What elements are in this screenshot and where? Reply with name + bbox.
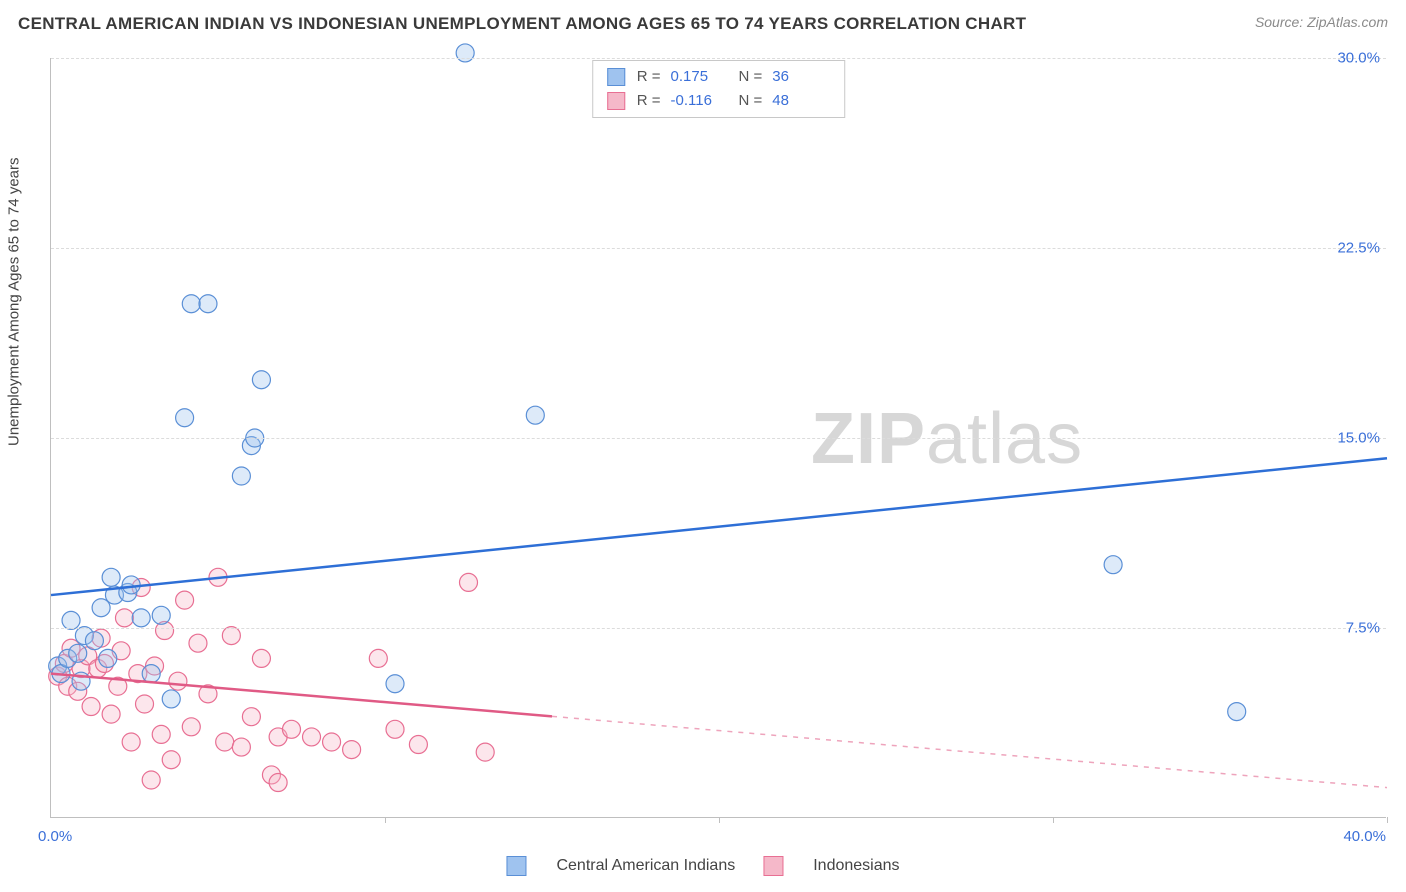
swatch-series-a-icon xyxy=(607,68,625,86)
scatter-point xyxy=(132,609,150,627)
scatter-point xyxy=(232,467,250,485)
r-label-b: R = xyxy=(637,89,661,113)
scatter-point xyxy=(476,743,494,761)
scatter-point xyxy=(386,720,404,738)
y-tick-label: 15.0% xyxy=(1337,430,1380,447)
source-attribution: Source: ZipAtlas.com xyxy=(1255,14,1388,30)
legend-swatch-b-icon xyxy=(763,856,783,876)
plot-area: ZIPatlas R = 0.175 N = 36 R = -0.116 N =… xyxy=(50,58,1386,818)
y-tick-label: 30.0% xyxy=(1337,50,1380,67)
scatter-point xyxy=(169,672,187,690)
scatter-point xyxy=(199,295,217,313)
scatter-point xyxy=(62,611,80,629)
r-label-a: R = xyxy=(637,65,661,89)
scatter-point xyxy=(282,720,300,738)
x-max-label: 40.0% xyxy=(1343,828,1386,845)
scatter-point xyxy=(1104,556,1122,574)
scatter-point xyxy=(99,649,117,667)
gridline xyxy=(51,438,1386,439)
scatter-point xyxy=(102,568,120,586)
y-tick-label: 22.5% xyxy=(1337,240,1380,257)
scatter-point xyxy=(252,649,270,667)
x-tick xyxy=(1053,817,1054,823)
scatter-point xyxy=(115,609,133,627)
n-value-a: 36 xyxy=(772,65,830,89)
trend-line-solid xyxy=(51,458,1387,595)
gridline xyxy=(51,248,1386,249)
scatter-point xyxy=(152,606,170,624)
swatch-series-b-icon xyxy=(607,92,625,110)
scatter-point xyxy=(82,698,100,716)
scatter-point xyxy=(252,371,270,389)
y-axis-title: Unemployment Among Ages 65 to 74 years xyxy=(6,157,23,446)
r-value-a: 0.175 xyxy=(671,65,729,89)
scatter-point xyxy=(162,751,180,769)
scatter-point xyxy=(176,409,194,427)
n-label-a: N = xyxy=(739,65,763,89)
legend-swatch-a-icon xyxy=(506,856,526,876)
r-value-b: -0.116 xyxy=(671,89,729,113)
scatter-point xyxy=(369,649,387,667)
scatter-point xyxy=(232,738,250,756)
scatter-point xyxy=(182,718,200,736)
scatter-point xyxy=(242,708,260,726)
x-origin-label: 0.0% xyxy=(38,828,72,845)
scatter-point xyxy=(189,634,207,652)
scatter-point xyxy=(122,576,140,594)
scatter-point xyxy=(222,627,240,645)
trend-line-dashed xyxy=(552,716,1387,787)
n-label-b: N = xyxy=(739,89,763,113)
scatter-point xyxy=(460,573,478,591)
x-tick xyxy=(385,817,386,823)
n-value-b: 48 xyxy=(772,89,830,113)
scatter-point xyxy=(386,675,404,693)
scatter-point xyxy=(526,406,544,424)
scatter-point xyxy=(85,632,103,650)
scatter-point xyxy=(269,774,287,792)
scatter-point xyxy=(182,295,200,313)
chart-title: CENTRAL AMERICAN INDIAN VS INDONESIAN UN… xyxy=(18,14,1026,34)
scatter-point xyxy=(136,695,154,713)
legend-label-a: Central American Indians xyxy=(556,857,735,875)
scatter-point xyxy=(1228,703,1246,721)
gridline xyxy=(51,58,1386,59)
legend-label-b: Indonesians xyxy=(813,857,899,875)
stats-row-a: R = 0.175 N = 36 xyxy=(607,65,831,89)
scatter-point xyxy=(162,690,180,708)
x-tick xyxy=(719,817,720,823)
scatter-point xyxy=(102,705,120,723)
x-tick xyxy=(1387,817,1388,823)
scatter-point xyxy=(216,733,234,751)
y-tick-label: 7.5% xyxy=(1346,620,1380,637)
scatter-point xyxy=(409,736,427,754)
scatter-point xyxy=(343,741,361,759)
scatter-point xyxy=(303,728,321,746)
bottom-legend: Central American Indians Indonesians xyxy=(506,856,899,876)
scatter-point xyxy=(69,644,87,662)
trend-line-solid xyxy=(51,674,552,717)
scatter-point xyxy=(142,771,160,789)
scatter-point xyxy=(323,733,341,751)
scatter-point xyxy=(456,44,474,62)
scatter-point xyxy=(142,665,160,683)
scatter-point xyxy=(176,591,194,609)
scatter-point xyxy=(122,733,140,751)
stats-row-b: R = -0.116 N = 48 xyxy=(607,89,831,113)
gridline xyxy=(51,628,1386,629)
stats-box: R = 0.175 N = 36 R = -0.116 N = 48 xyxy=(592,60,846,118)
scatter-point xyxy=(152,725,170,743)
